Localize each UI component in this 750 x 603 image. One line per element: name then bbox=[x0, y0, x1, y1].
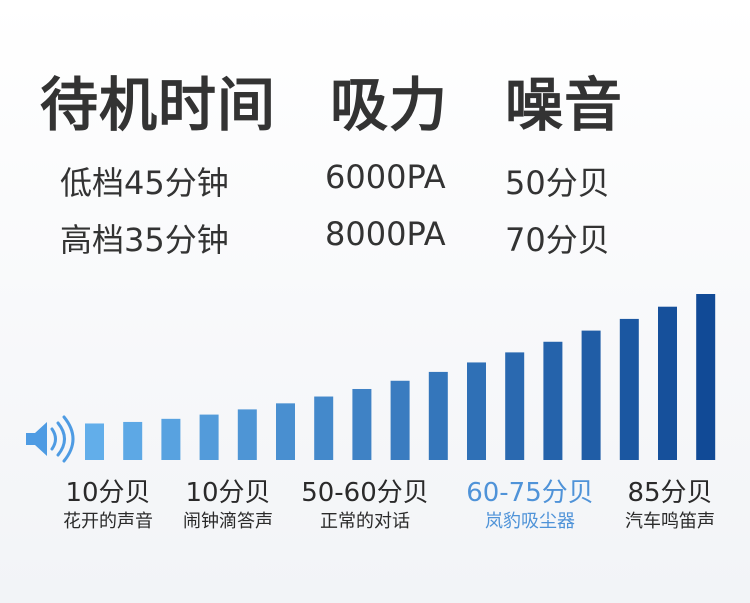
noise-reference-label: 85分贝汽车鸣笛声 bbox=[600, 478, 740, 536]
noise-reference-label: 10分贝闹钟滴答声 bbox=[158, 478, 298, 536]
noise-bar bbox=[581, 330, 601, 460]
header-standby-time: 待机时间 bbox=[40, 71, 277, 139]
noise-reference-label: 10分贝花开的声音 bbox=[38, 478, 178, 536]
noise-bar bbox=[505, 352, 525, 460]
noise-source: 花开的声音 bbox=[63, 511, 153, 532]
noise-source: 岚豹吸尘器 bbox=[485, 511, 575, 532]
noise-bar bbox=[199, 414, 219, 460]
noise-bar bbox=[352, 388, 372, 460]
noise-value: 10分贝 bbox=[65, 478, 151, 508]
noise-reference-label: 50-60分贝正常的对话 bbox=[295, 478, 435, 536]
noise-value: 50-60分贝 bbox=[301, 478, 429, 508]
header-suction: 吸力 bbox=[330, 71, 449, 139]
row-low-time: 低档45分钟 bbox=[60, 164, 229, 202]
row-low-suction: 6000PA bbox=[325, 158, 446, 196]
row-high-noise: 70分贝 bbox=[505, 221, 610, 259]
noise-bar bbox=[314, 396, 334, 460]
noise-bar bbox=[543, 341, 563, 460]
noise-bar bbox=[696, 294, 716, 460]
row-high-time: 高档35分钟 bbox=[60, 221, 229, 259]
noise-bar bbox=[467, 362, 486, 460]
noise-value: 10分贝 bbox=[185, 478, 271, 508]
noise-bar bbox=[161, 418, 181, 460]
row-high-suction: 8000PA bbox=[325, 215, 446, 253]
noise-bar bbox=[428, 371, 448, 460]
noise-value: 85分贝 bbox=[627, 478, 713, 508]
header-noise: 噪音 bbox=[505, 71, 624, 139]
noise-bar bbox=[85, 423, 104, 460]
noise-bar bbox=[390, 380, 410, 460]
noise-bar bbox=[276, 403, 295, 460]
noise-source: 正常的对话 bbox=[320, 511, 410, 532]
noise-source: 闹钟滴答声 bbox=[183, 511, 273, 532]
noise-source: 汽车鸣笛声 bbox=[625, 511, 715, 532]
noise-bar bbox=[237, 409, 257, 460]
noise-bar bbox=[123, 421, 143, 460]
noise-bar bbox=[658, 306, 677, 460]
row-low-noise: 50分贝 bbox=[505, 164, 610, 202]
noise-reference-label: 60-75分贝岚豹吸尘器 bbox=[460, 478, 600, 536]
noise-value: 60-75分贝 bbox=[466, 478, 594, 508]
noise-bar bbox=[619, 318, 639, 460]
speaker-icon bbox=[26, 415, 75, 463]
